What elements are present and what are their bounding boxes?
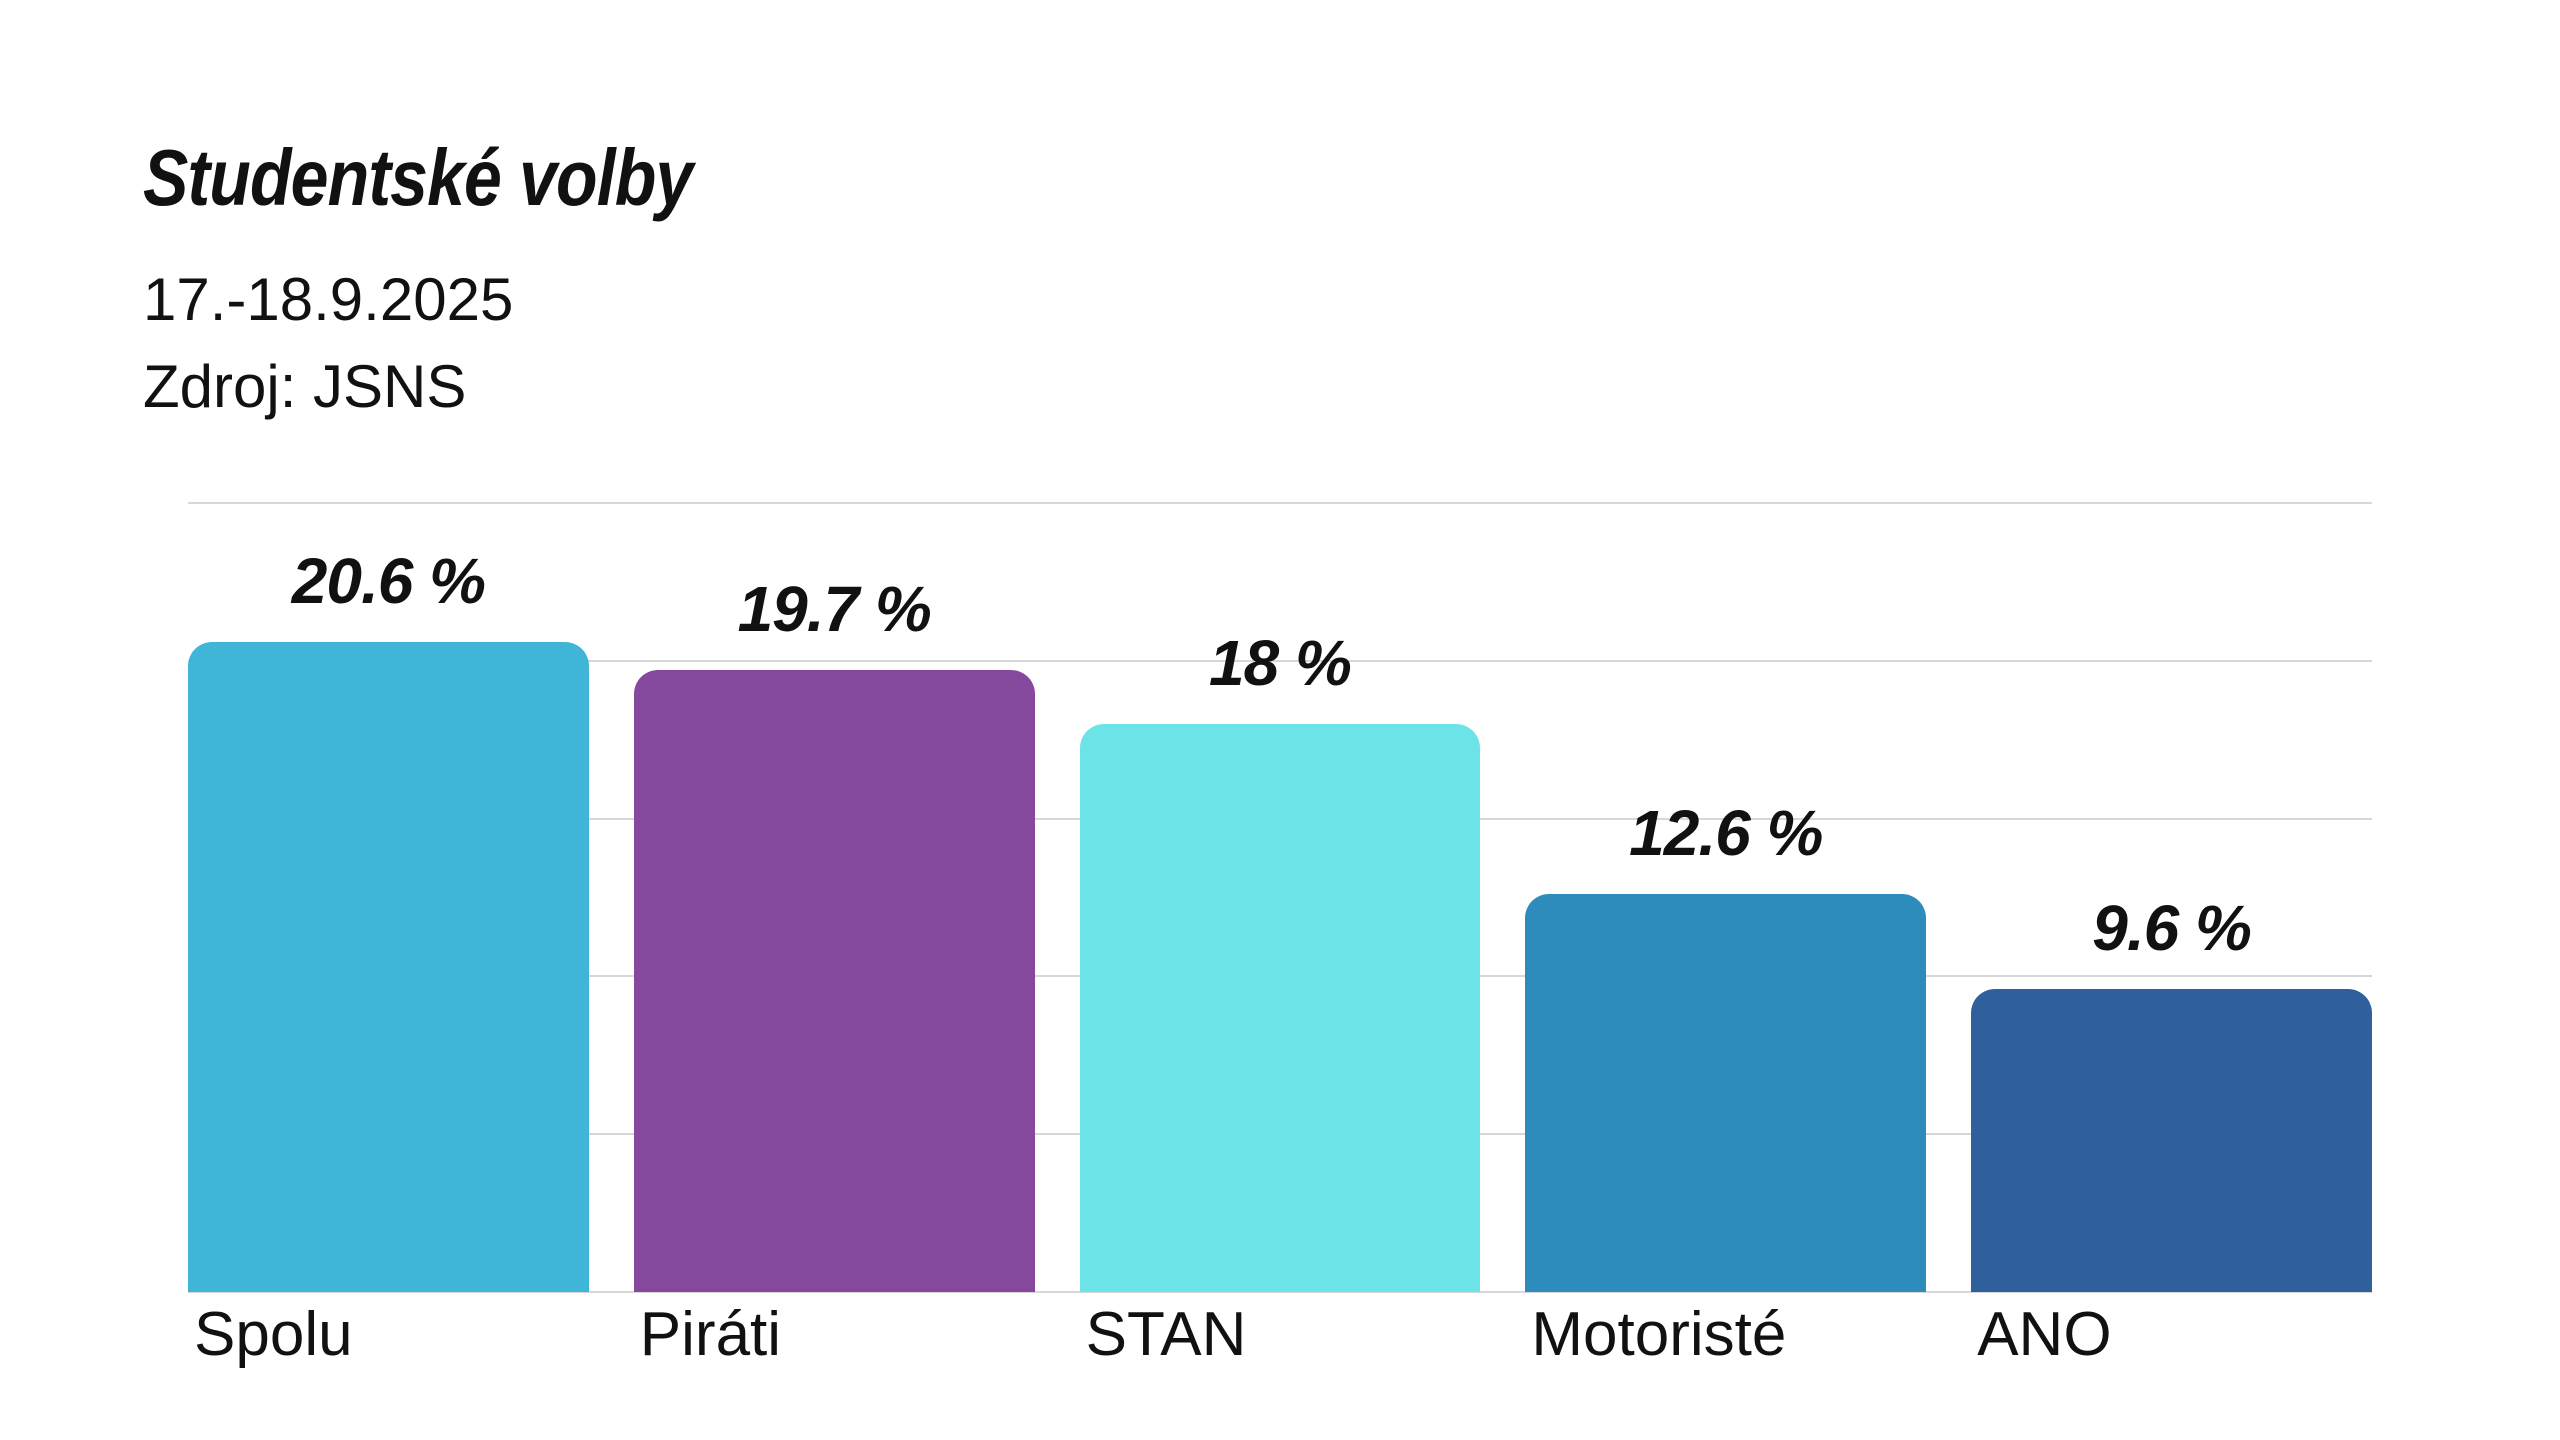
chart-header: Studentské volby 17.-18.9.2025 Zdroj: JS… xyxy=(143,132,789,430)
value-label-spolu: 20.6 % xyxy=(291,544,486,617)
value-label-ano: 9.6 % xyxy=(2092,892,2252,965)
gridline-0pct xyxy=(188,1291,2372,1293)
gridline-20pct xyxy=(188,659,2372,662)
chart-source: Zdroj: JSNS xyxy=(143,353,467,420)
category-label-stan: STAN xyxy=(1085,1300,1247,1369)
gridline-25pct xyxy=(188,502,2372,504)
bar-motoriste xyxy=(1525,894,1927,1292)
value-label-motoriste: 12.6 % xyxy=(1629,797,1823,870)
chart-subtitle: 17.-18.9.2025 Zdroj: JSNS xyxy=(143,256,789,430)
bar-ano xyxy=(1971,989,2372,1292)
value-label-stan: 18 % xyxy=(1209,626,1352,699)
bar-pirati xyxy=(633,670,1035,1292)
bar-spolu xyxy=(188,641,589,1292)
category-label-spolu: Spolu xyxy=(194,1300,353,1369)
chart-date-range: 17.-18.9.2025 xyxy=(143,266,514,333)
bar-stan xyxy=(1079,723,1481,1292)
value-label-pirati: 19.7 % xyxy=(737,573,932,646)
bar-chart-plot-area: 20.6 % Spolu 19.7 % Piráti 18 % STAN 12.6 % Mot… xyxy=(188,502,2372,1369)
category-label-motoriste: Motoristé xyxy=(1531,1300,1787,1369)
chart-title: Studentské volby xyxy=(143,133,693,222)
category-label-ano: ANO xyxy=(1977,1300,2112,1369)
category-label-pirati: Piráti xyxy=(639,1300,782,1369)
